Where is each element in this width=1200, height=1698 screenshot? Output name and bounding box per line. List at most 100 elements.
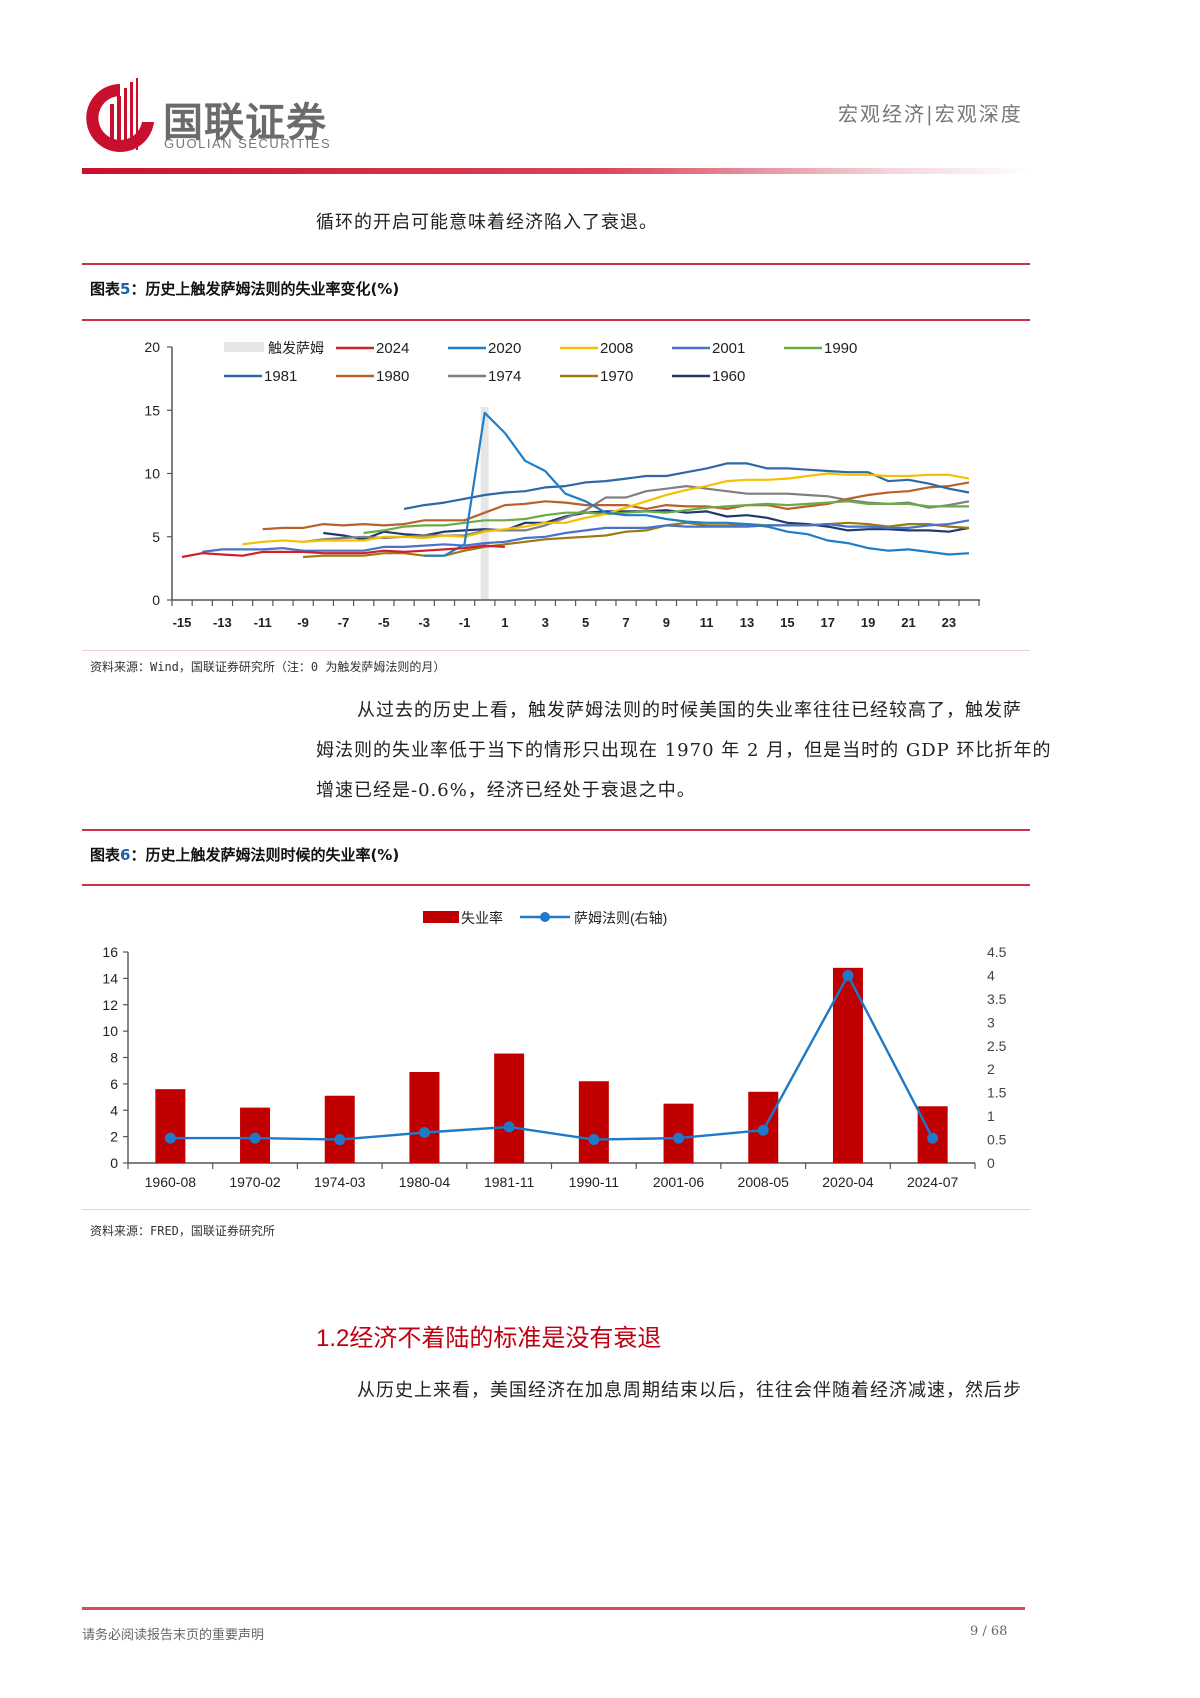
y-right-tick-label: 3: [987, 1014, 995, 1030]
svg-text:2024: 2024: [376, 340, 409, 357]
series-line-1990: [363, 500, 969, 535]
x-tick-label: 5: [582, 615, 589, 630]
x-category-label: 1981-11: [484, 1174, 535, 1190]
unemployment-bar: [494, 1053, 525, 1163]
series-line-2020: [424, 411, 970, 557]
y-right-tick-label: 4: [987, 967, 995, 983]
unemployment-bar: [155, 1089, 186, 1163]
y-left-tick-label: 14: [102, 970, 118, 986]
figure5-source: 资料来源：Wind，国联证券研究所（注：0 为触发萨姆法则的月）: [90, 660, 446, 674]
figure6-bottom-rule: [82, 884, 1030, 886]
svg-text:1980: 1980: [376, 368, 409, 385]
sahm-rule-marker: [673, 1132, 685, 1144]
series-line-1970: [303, 521, 970, 559]
y-tick-label: 0: [152, 592, 160, 608]
x-tick-label: 19: [861, 615, 875, 630]
x-tick-label: 11: [700, 615, 714, 630]
y-left-tick-label: 8: [110, 1050, 118, 1066]
series-line-2001: [202, 519, 970, 553]
x-category-label: 2020-04: [822, 1174, 874, 1190]
trigger-shade: [480, 407, 489, 600]
svg-text:1990: 1990: [824, 340, 857, 357]
x-category-label: 1990-11: [569, 1174, 620, 1190]
sahm-rule-marker: [927, 1132, 939, 1144]
header-divider: [82, 168, 1032, 174]
svg-text:1970: 1970: [600, 368, 633, 385]
logo-name-cn: 国联证券: [163, 100, 327, 146]
x-tick-label: 3: [542, 615, 549, 630]
svg-text:2001: 2001: [712, 340, 745, 357]
x-tick-label: -11: [254, 615, 272, 630]
paragraph1-line1: 从过去的历史上看，触发萨姆法则的时候美国的失业率往往已经较高了，触发萨: [357, 700, 1022, 721]
series-line-2024: [181, 544, 505, 559]
y-right-tick-label: 0.5: [987, 1132, 1007, 1148]
report-category: 宏观经济|宏观深度: [838, 102, 1023, 126]
x-tick-label: -1: [459, 615, 471, 630]
x-tick-label: 1: [501, 615, 508, 630]
paragraph1-line3: 增速已经是-0.6%，经济已经处于衰退之中。: [316, 780, 696, 801]
sahm-rule-marker: [164, 1132, 176, 1144]
y-tick-label: 5: [152, 529, 160, 545]
x-tick-label: -5: [378, 615, 390, 630]
paragraph1-line2: 姆法则的失业率低于当下的情形只出现在 1970 年 2 月，但是当时的 GDP …: [316, 740, 1052, 761]
x-tick-label: 21: [901, 615, 915, 630]
logo-name-en: GUOLIAN SECURITIES: [164, 136, 332, 151]
svg-text:2008: 2008: [600, 340, 633, 357]
figure6-title: 图表6：历史上触发萨姆法则时候的失业率(%): [90, 846, 400, 864]
sahm-rule-marker: [503, 1121, 515, 1133]
svg-text:1974: 1974: [488, 368, 521, 385]
sahm-rule-marker: [757, 1124, 769, 1136]
chart1-legend: 触发萨姆 2024 2020 2008 2001 1990 1981 1980 1974 1970…: [224, 340, 857, 385]
series-line-1980: [262, 481, 970, 531]
y-left-tick-label: 10: [102, 1023, 118, 1039]
y-left-tick-label: 0: [110, 1155, 118, 1171]
y-left-tick-label: 2: [110, 1129, 118, 1145]
sahm-rule-marker: [249, 1132, 261, 1144]
y-right-tick-label: 0: [987, 1155, 995, 1171]
figure6-top-rule: [82, 829, 1030, 831]
x-tick-label: -15: [173, 615, 192, 630]
svg-text:1981: 1981: [264, 368, 297, 385]
x-tick-label: 15: [780, 615, 794, 630]
y-left-tick-label: 4: [110, 1102, 118, 1118]
y-tick-label: 10: [144, 466, 160, 482]
x-tick-label: -7: [338, 615, 350, 630]
unemployment-bar: [409, 1072, 440, 1163]
y-tick-label: 20: [144, 339, 160, 355]
figure5-title: 图表5：历史上触发萨姆法则的失业率变化(%): [90, 280, 400, 298]
footer-disclaimer: 请务必阅读报告末页的重要声明: [82, 1628, 265, 1643]
y-right-tick-label: 2: [987, 1061, 995, 1077]
x-tick-label: 23: [942, 615, 956, 630]
guolian-logo-icon: [86, 78, 154, 152]
x-category-label: 1974-03: [314, 1174, 366, 1190]
unemployment-bar: [324, 1095, 355, 1163]
svg-text:1960: 1960: [712, 368, 745, 385]
x-category-label: 1970-02: [229, 1174, 281, 1190]
figure5-source-rule: [82, 650, 1030, 651]
x-category-label: 2001-06: [653, 1174, 705, 1190]
x-category-label: 2024-07: [907, 1174, 959, 1190]
y-left-tick-label: 12: [102, 997, 118, 1013]
sahm-rule-marker: [334, 1134, 346, 1146]
figure6-source: 资料来源：FRED，国联证券研究所: [90, 1224, 275, 1238]
chart2-legend: 失业率 萨姆法则(右轴): [423, 910, 667, 926]
figure5-bottom-rule: [82, 319, 1030, 321]
section-heading: 1.2经济不着陆的标准是没有衰退: [316, 1318, 661, 1353]
intro-text: 循环的开启可能意味着经济陷入了衰退。: [316, 212, 658, 233]
figure5-top-rule: [82, 263, 1030, 265]
sahm-rule-marker: [588, 1134, 600, 1146]
y-right-tick-label: 2.5: [987, 1038, 1007, 1054]
x-tick-label: 9: [663, 615, 670, 630]
figure6-bar-line-chart: 失业率 萨姆法则(右轴) 0 2 4 6 8 10 12 14 16 0 0.5 1 1.5 2 2.5 3 3.5…: [102, 910, 1007, 1190]
logo: [80, 78, 160, 158]
series-line-2008: [242, 472, 970, 546]
svg-text:失业率: 失业率: [461, 910, 503, 926]
sahm-rule-marker: [842, 969, 854, 981]
x-tick-label: -13: [213, 615, 232, 630]
footer-divider: [82, 1607, 1025, 1610]
x-category-label: 2008-05: [738, 1174, 790, 1190]
paragraph2-line1: 从历史上来看，美国经济在加息周期结束以后，往往会伴随着经济减速，然后步: [357, 1380, 1022, 1401]
x-tick-label: 7: [622, 615, 629, 630]
page-number: 9 / 68: [970, 1624, 1008, 1639]
